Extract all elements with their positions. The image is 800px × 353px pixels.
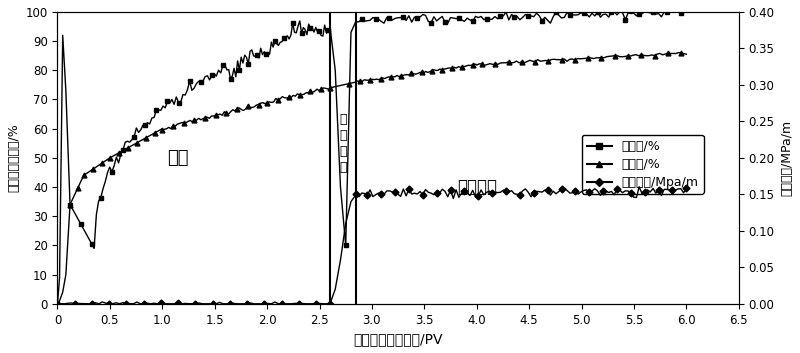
X-axis label: 累计注入孔隙体积/PV: 累计注入孔隙体积/PV xyxy=(354,332,443,346)
Text: 后续水驱: 后续水驱 xyxy=(457,178,497,196)
Text: 水驱: 水驱 xyxy=(167,149,189,167)
Legend: 含水率/%, 采收率/%, 压力梯度/Mpa/m: 含水率/%, 采收率/%, 压力梯度/Mpa/m xyxy=(582,135,703,194)
Y-axis label: 压力梯度/MPa/m: 压力梯度/MPa/m xyxy=(780,120,793,196)
Text: 复
合
体
系: 复 合 体 系 xyxy=(339,113,347,174)
Y-axis label: 含水率、采收率/%: 含水率、采收率/% xyxy=(7,124,20,192)
